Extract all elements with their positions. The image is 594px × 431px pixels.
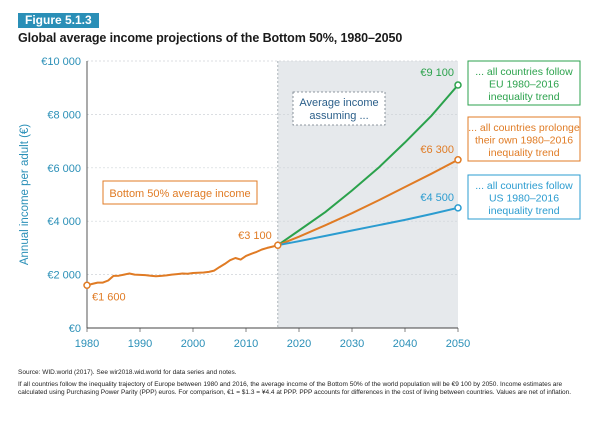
historical-label-box bbox=[102, 180, 258, 205]
legend-us-text: US 1980–2016 bbox=[489, 193, 559, 205]
y-axis-title: Annual income per adult (€) bbox=[19, 124, 31, 265]
x-tick-label: 2040 bbox=[393, 338, 417, 350]
x-tick-label: 2010 bbox=[234, 338, 258, 350]
series-own-trend-line bbox=[277, 158, 459, 247]
x-tick-label: 1980 bbox=[75, 338, 99, 350]
annotation-pivot-value: €3 100 bbox=[238, 230, 272, 242]
end-point-marker bbox=[454, 81, 462, 89]
x-tick-label: 2030 bbox=[340, 338, 364, 350]
shaded-label-line: assuming ... bbox=[309, 110, 368, 122]
y-tick-label: €0 bbox=[69, 323, 81, 335]
y-tick-label: €8 000 bbox=[47, 109, 81, 121]
historical-label: Bottom 50% average income bbox=[109, 188, 250, 200]
series-historical-line bbox=[86, 244, 279, 287]
legend-eu-box bbox=[467, 60, 581, 106]
x-tick-label: 2000 bbox=[181, 338, 205, 350]
legend-eu-text: inequality trend bbox=[488, 91, 559, 103]
annotation-start-value: €1 600 bbox=[92, 291, 126, 303]
legend-eu-text: EU 1980–2016 bbox=[489, 79, 559, 91]
annotation-eu-value: €9 100 bbox=[420, 67, 454, 79]
x-tick-label: 2020 bbox=[287, 338, 311, 350]
series-us-trend-line bbox=[277, 206, 459, 247]
end-point-marker bbox=[454, 156, 462, 164]
figure-title: Global average income projections of the… bbox=[18, 31, 403, 45]
y-tick-label: €10 000 bbox=[41, 56, 81, 68]
source-note: Source: WID.world (2017). See wir2018.wi… bbox=[18, 369, 237, 376]
end-point-marker bbox=[454, 204, 462, 212]
shaded-label-box bbox=[292, 91, 386, 126]
pivot-point-marker bbox=[274, 241, 282, 249]
figure-notes: Source: WID.world (2017). See wir2018.wi… bbox=[18, 369, 583, 401]
legend-own-box bbox=[467, 116, 581, 162]
figure-label: Figure 5.1.3 bbox=[18, 13, 99, 28]
y-tick-label: €4 000 bbox=[47, 216, 81, 228]
income-projection-chart: €0 €2 000 €4 000 €6 000 €8 000 €10 000 1980 199… bbox=[19, 56, 581, 350]
legend-us-box bbox=[467, 174, 581, 220]
explanation-note: If all countries follow the inequality t… bbox=[18, 380, 572, 397]
annotation-us-value: €4 500 bbox=[420, 192, 454, 204]
y-tick-label: €2 000 bbox=[47, 270, 81, 282]
x-tick-label: 1990 bbox=[128, 338, 152, 350]
series-eu-trend-line bbox=[277, 84, 459, 247]
y-tick-label: €6 000 bbox=[47, 163, 81, 175]
legend-us-text: inequality trend bbox=[488, 205, 559, 217]
shaded-label-line: Average income bbox=[299, 97, 378, 109]
start-point-marker bbox=[83, 281, 91, 290]
legend-own-text: inequality trend bbox=[488, 147, 559, 159]
legend-us-text: ... all countries follow bbox=[475, 180, 573, 192]
x-tick-label: 2050 bbox=[446, 338, 470, 350]
legend-own-text: their own 1980–2016 bbox=[475, 135, 573, 147]
annotation-own-value: €6 300 bbox=[420, 144, 454, 156]
legend-own-text: ... all countries prolonge bbox=[468, 122, 580, 134]
legend-eu-text: ... all countries follow bbox=[475, 66, 573, 78]
